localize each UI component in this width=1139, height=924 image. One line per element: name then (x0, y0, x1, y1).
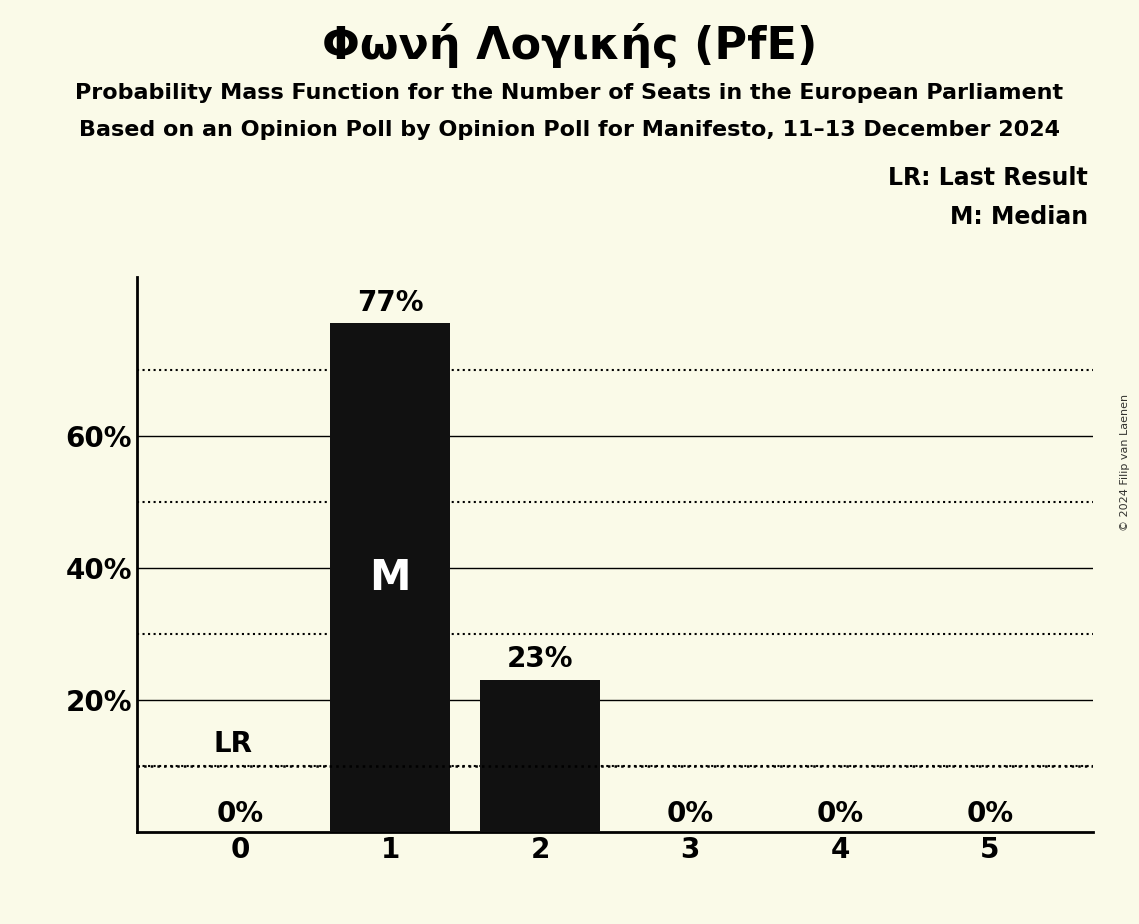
Text: M: M (369, 556, 411, 599)
Text: LR: Last Result: LR: Last Result (888, 166, 1088, 190)
Text: 77%: 77% (357, 289, 424, 317)
Text: 0%: 0% (216, 800, 264, 828)
Text: 0%: 0% (666, 800, 714, 828)
Text: 0%: 0% (817, 800, 863, 828)
Text: 0%: 0% (966, 800, 1014, 828)
Text: M: Median: M: Median (950, 205, 1088, 229)
Bar (330, 323, 450, 832)
Text: Probability Mass Function for the Number of Seats in the European Parliament: Probability Mass Function for the Number… (75, 83, 1064, 103)
Text: LR: LR (213, 730, 252, 758)
Bar (481, 680, 600, 832)
Text: 23%: 23% (507, 645, 573, 674)
Text: © 2024 Filip van Laenen: © 2024 Filip van Laenen (1120, 394, 1130, 530)
Text: Based on an Opinion Poll by Opinion Poll for Manifesto, 11–13 December 2024: Based on an Opinion Poll by Opinion Poll… (79, 120, 1060, 140)
Text: Φωνή Λογικής (PfE): Φωνή Λογικής (PfE) (322, 23, 817, 68)
